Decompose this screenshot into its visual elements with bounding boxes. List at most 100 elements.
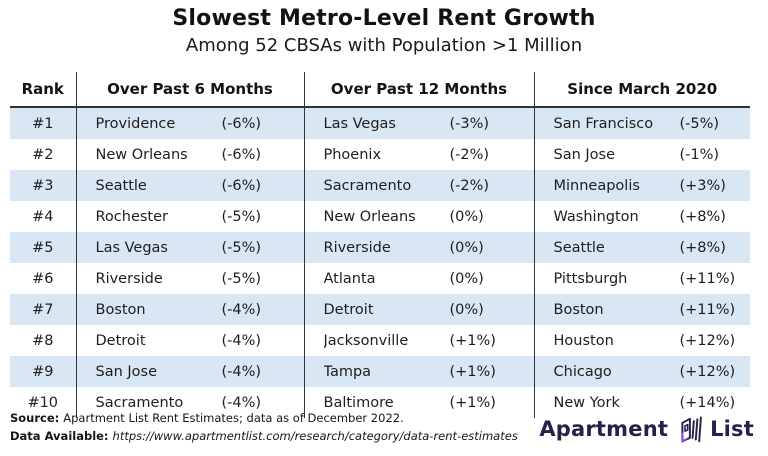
header-row: Rank Over Past 6 Months Over Past 12 Mon…: [10, 72, 750, 108]
city-name: Seattle: [553, 239, 605, 256]
metro-cell-since2020: Washington (+8%): [534, 201, 750, 232]
metro-cell-past12: Tampa (+1%): [304, 356, 535, 387]
footer-notes: Source: Apartment List Rent Estimates; da…: [10, 410, 518, 445]
rent-growth-table: Rank Over Past 6 Months Over Past 12 Mon…: [10, 72, 750, 418]
city-name: Providence: [95, 115, 176, 132]
city-name: Jacksonville: [323, 332, 409, 349]
pct-change: (-5%): [221, 239, 262, 256]
table-row: #9 San Jose (-4%) Tampa (+1%) Chicago (+12%): [10, 356, 750, 387]
pct-change: (-5%): [221, 208, 262, 225]
city-name: Seattle: [95, 177, 147, 194]
city-name: Chicago: [553, 363, 612, 380]
pct-change: (+3%): [679, 177, 726, 194]
pct-change: (+8%): [679, 239, 726, 256]
pct-change: (-4%): [221, 363, 262, 380]
rank-cell: #8: [10, 325, 77, 356]
city-name: Baltimore: [323, 394, 394, 411]
city-name: San Jose: [553, 146, 616, 163]
table-row: #6 Riverside (-5%) Atlanta (0%) Pittsburgh (+1…: [10, 263, 750, 294]
rank-cell: #7: [10, 294, 77, 325]
source-text: Apartment List Rent Estimates; data as o…: [63, 411, 404, 425]
pct-change: (+8%): [679, 208, 726, 225]
table-row: #7 Boston (-4%) Detroit (0%) Boston (+11%): [10, 294, 750, 325]
city-name: Atlanta: [323, 270, 376, 287]
pct-change: (-4%): [221, 394, 262, 411]
rank-cell: #4: [10, 201, 77, 232]
pct-change: (-2%): [449, 146, 490, 163]
pct-change: (-6%): [221, 146, 262, 163]
metro-cell-past6: Providence (-6%): [76, 107, 305, 139]
table-row: #3 Seattle (-6%) Sacramento (-2%) Minneapolis…: [10, 170, 750, 201]
table-row: #1 Providence (-6%) Las Vegas (-3%) San Franc…: [10, 107, 750, 139]
city-name: New York: [553, 394, 620, 411]
city-name: Riverside: [323, 239, 391, 256]
page-subtitle: Among 52 CBSAs with Population >1 Millio…: [185, 35, 583, 56]
metro-cell-since2020: San Francisco (-5%): [534, 107, 750, 139]
pct-change: (+11%): [679, 270, 736, 287]
metro-cell-past12: New Orleans (0%): [304, 201, 535, 232]
table-row: #8 Detroit (-4%) Jacksonville (+1%) Houston (+…: [10, 325, 750, 356]
rank-cell: #1: [10, 107, 77, 139]
metro-cell-past6: Seattle (-6%): [76, 170, 305, 201]
metro-cell-since2020: Houston (+12%): [534, 325, 750, 356]
col-header-since-march-2020: Since March 2020: [534, 72, 750, 108]
data-available-url: https://www.apartmentlist.com/research/c…: [112, 428, 518, 443]
metro-cell-past12: Las Vegas (-3%): [304, 107, 535, 139]
city-name: Boston: [95, 301, 146, 318]
city-name: Detroit: [95, 332, 146, 349]
city-name: Las Vegas: [323, 115, 397, 132]
pct-change: (+11%): [679, 301, 736, 318]
pct-change: (0%): [449, 301, 484, 318]
pct-change: (-4%): [221, 301, 262, 318]
metro-cell-past6: Rochester (-5%): [76, 201, 305, 232]
source-line: Source: Apartment List Rent Estimates; da…: [10, 410, 518, 428]
metro-cell-since2020: Boston (+11%): [534, 294, 750, 325]
pct-change: (0%): [449, 270, 484, 287]
pct-change: (-6%): [221, 115, 262, 132]
pct-change: (-3%): [449, 115, 490, 132]
city-name: New Orleans: [323, 208, 416, 225]
metro-cell-past6: Detroit (-4%): [76, 325, 305, 356]
pct-change: (+14%): [679, 394, 736, 411]
data-available-line: Data Available: https://www.apartmentlist…: [10, 428, 518, 446]
metro-cell-past6: Riverside (-5%): [76, 263, 305, 294]
pct-change: (+12%): [679, 363, 736, 380]
metro-cell-since2020: New York (+14%): [534, 387, 750, 418]
city-name: New Orleans: [95, 146, 188, 163]
metro-cell-past6: New Orleans (-6%): [76, 139, 305, 170]
city-name: Tampa: [323, 363, 372, 380]
metro-cell-since2020: Seattle (+8%): [534, 232, 750, 263]
pct-change: (-5%): [679, 115, 720, 132]
data-available-label: Data Available:: [10, 428, 109, 443]
apartment-building-icon: [681, 416, 702, 443]
metro-cell-past6: Boston (-4%): [76, 294, 305, 325]
city-name: Pittsburgh: [553, 270, 628, 287]
pct-change: (+1%): [449, 332, 496, 349]
apartment-list-logo: Apartment List: [539, 413, 754, 445]
page-title: Slowest Metro-Level Rent Growth: [172, 6, 596, 31]
rank-cell: #3: [10, 170, 77, 201]
pct-change: (0%): [449, 208, 484, 225]
metro-cell-past12: Baltimore (+1%): [304, 387, 535, 418]
pct-change: (0%): [449, 239, 484, 256]
city-name: San Jose: [95, 363, 158, 380]
city-name: Detroit: [323, 301, 374, 318]
metro-cell-past12: Jacksonville (+1%): [304, 325, 535, 356]
city-name: Washington: [553, 208, 639, 225]
rank-cell: #6: [10, 263, 77, 294]
rank-cell: #10: [10, 387, 77, 418]
pct-change: (+12%): [679, 332, 736, 349]
table-row: #2 New Orleans (-6%) Phoenix (-2%) San Jose (-…: [10, 139, 750, 170]
city-name: Sacramento: [95, 394, 184, 411]
table-body: #1 Providence (-6%) Las Vegas (-3%) San Franc…: [10, 107, 750, 418]
pct-change: (-5%): [221, 270, 262, 287]
logo-word-list: List: [710, 417, 754, 441]
logo-word-apartment: Apartment: [539, 417, 669, 441]
city-name: Riverside: [95, 270, 163, 287]
table-row: #10 Sacramento (-4%) Baltimore (+1%) New York…: [10, 387, 750, 418]
metro-cell-since2020: Pittsburgh (+11%): [534, 263, 750, 294]
metro-cell-past12: Riverside (0%): [304, 232, 535, 263]
metro-cell-since2020: San Jose (-1%): [534, 139, 750, 170]
pct-change: (+1%): [449, 363, 496, 380]
pct-change: (+1%): [449, 394, 496, 411]
